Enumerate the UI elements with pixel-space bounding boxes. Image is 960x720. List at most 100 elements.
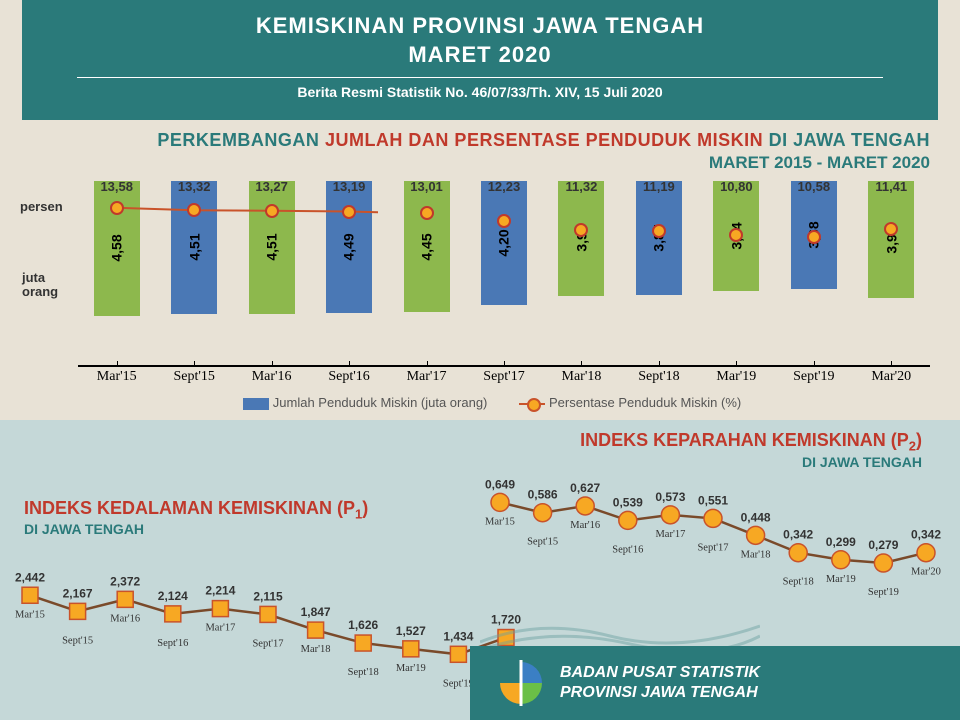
svg-text:Mar'15: Mar'15 xyxy=(485,516,515,527)
svg-text:1,434: 1,434 xyxy=(443,629,473,643)
xtick-label: Mar'20 xyxy=(853,365,930,385)
bar-group: 10,803,74 xyxy=(698,181,775,341)
svg-text:Mar'18: Mar'18 xyxy=(301,644,331,655)
bar-group: 13,014,45 xyxy=(388,181,465,341)
header-subtitle: Berita Resmi Statistik No. 46/07/33/Th. … xyxy=(22,84,938,100)
svg-text:0,551: 0,551 xyxy=(698,493,728,507)
pct-label: 11,19 xyxy=(643,179,675,194)
svg-text:Sept'19: Sept'19 xyxy=(868,587,899,598)
footer-text: BADAN PUSAT STATISTIKPROVINSI JAWA TENGA… xyxy=(560,663,760,703)
svg-text:0,448: 0,448 xyxy=(741,510,771,524)
svg-text:Mar'19: Mar'19 xyxy=(826,574,856,585)
p2-chart: 0,649Mar'150,586Sept'150,627Mar'160,539S… xyxy=(478,476,948,606)
combo-chart: persen juta orang 13,584,5813,324,5113,2… xyxy=(22,181,938,361)
svg-text:2,214: 2,214 xyxy=(205,584,235,598)
xtick-label: Mar'18 xyxy=(543,365,620,385)
xtick-label: Sept'19 xyxy=(775,365,852,385)
pct-label: 10,80 xyxy=(720,179,753,194)
svg-text:Mar'19: Mar'19 xyxy=(396,663,426,674)
svg-text:1,720: 1,720 xyxy=(491,613,521,627)
xtick-label: Mar'15 xyxy=(78,365,155,385)
bar: 4,20 xyxy=(481,181,527,305)
svg-text:Mar'15: Mar'15 xyxy=(15,609,45,620)
pct-label: 10,58 xyxy=(798,179,831,194)
pct-label: 13,01 xyxy=(410,179,443,194)
svg-text:0,342: 0,342 xyxy=(783,528,813,542)
pct-label: 13,32 xyxy=(178,179,211,194)
bar-group: 12,234,20 xyxy=(465,181,542,341)
bar-group: 13,324,51 xyxy=(155,181,232,341)
xtick-label: Sept'17 xyxy=(465,365,542,385)
svg-text:Mar'17: Mar'17 xyxy=(205,623,235,634)
bar: 3,90 xyxy=(558,181,604,296)
line-marker xyxy=(265,204,279,218)
chart1-title: PERKEMBANGAN JUMLAH DAN PERSENTASE PENDU… xyxy=(0,120,960,153)
bar-group: 10,583,68 xyxy=(775,181,852,341)
bar: 4,51 xyxy=(249,181,295,314)
yaxis-top-label: persen xyxy=(20,199,63,214)
svg-text:2,442: 2,442 xyxy=(15,570,45,584)
svg-text:0,586: 0,586 xyxy=(528,488,558,502)
bar-group: 11,193,87 xyxy=(620,181,697,341)
svg-text:0,299: 0,299 xyxy=(826,535,856,549)
svg-text:Sept'18: Sept'18 xyxy=(783,577,814,588)
xaxis: Mar'15Sept'15Mar'16Sept'16Mar'17Sept'17M… xyxy=(78,365,930,385)
line-marker xyxy=(110,201,124,215)
bar: 4,51 xyxy=(171,181,217,314)
yaxis-bot-label: juta orang xyxy=(22,271,70,300)
svg-text:0,573: 0,573 xyxy=(655,490,685,504)
bar-group: 11,323,90 xyxy=(543,181,620,341)
svg-text:Sept'18: Sept'18 xyxy=(348,667,379,678)
line-marker xyxy=(652,224,666,238)
svg-text:Mar'17: Mar'17 xyxy=(655,529,685,540)
svg-text:2,372: 2,372 xyxy=(110,574,140,588)
svg-text:0,342: 0,342 xyxy=(911,528,941,542)
page-title: KEMISKINAN PROVINSI JAWA TENGAH MARET 20… xyxy=(22,12,938,69)
bar-group: 13,274,51 xyxy=(233,181,310,341)
line-marker xyxy=(342,205,356,219)
lower-panel: INDEKS KEPARAHAN KEMISKINAN (P2) DI JAWA… xyxy=(0,420,960,720)
pct-label: 11,32 xyxy=(566,179,598,194)
bar-group: 13,194,49 xyxy=(310,181,387,341)
bps-logo-icon xyxy=(496,658,546,708)
chart1-range: MARET 2015 - MARET 2020 xyxy=(0,153,960,177)
svg-text:0,279: 0,279 xyxy=(868,538,898,552)
svg-text:Mar'18: Mar'18 xyxy=(741,549,771,560)
p2-title: INDEKS KEPARAHAN KEMISKINAN (P2) xyxy=(18,430,922,454)
bars-container: 13,584,5813,324,5113,274,5113,194,4913,0… xyxy=(78,181,930,341)
chart1-legend: Jumlah Penduduk Miskin (juta orang) Pers… xyxy=(0,395,960,410)
svg-text:Sept'15: Sept'15 xyxy=(527,537,558,548)
xtick-label: Sept'18 xyxy=(620,365,697,385)
svg-text:1,626: 1,626 xyxy=(348,618,378,632)
xtick-label: Mar'16 xyxy=(233,365,310,385)
svg-text:0,539: 0,539 xyxy=(613,495,643,509)
bar: 4,45 xyxy=(404,181,450,312)
svg-text:Mar'16: Mar'16 xyxy=(570,520,600,531)
xtick-label: Sept'15 xyxy=(155,365,232,385)
legend-bar-swatch xyxy=(243,398,269,410)
pct-label: 11,41 xyxy=(875,179,907,194)
pct-label: 13,27 xyxy=(255,179,288,194)
legend-line-swatch xyxy=(519,403,545,405)
svg-text:2,167: 2,167 xyxy=(63,586,93,600)
svg-text:Sept'15: Sept'15 xyxy=(62,635,93,646)
header-banner: KEMISKINAN PROVINSI JAWA TENGAH MARET 20… xyxy=(22,0,938,120)
svg-text:Mar'20: Mar'20 xyxy=(911,567,941,578)
line-marker xyxy=(497,214,511,228)
line-marker xyxy=(807,230,821,244)
svg-text:Sept'16: Sept'16 xyxy=(612,544,643,555)
xtick-label: Mar'17 xyxy=(388,365,465,385)
p1-chart: 2,442Mar'152,167Sept'152,372Mar'162,124S… xyxy=(8,568,528,698)
bar: 3,98 xyxy=(868,181,914,298)
svg-text:2,115: 2,115 xyxy=(253,589,283,603)
pct-label: 13,19 xyxy=(333,179,366,194)
xtick-label: Sept'16 xyxy=(310,365,387,385)
svg-text:Sept'16: Sept'16 xyxy=(157,638,188,649)
bar-group: 11,413,98 xyxy=(853,181,930,341)
svg-text:Sept'17: Sept'17 xyxy=(697,542,728,553)
pct-label: 12,23 xyxy=(488,179,521,194)
footer: BADAN PUSAT STATISTIKPROVINSI JAWA TENGA… xyxy=(470,646,960,720)
pct-label: 13,58 xyxy=(100,179,133,194)
xtick-label: Mar'19 xyxy=(698,365,775,385)
svg-text:0,627: 0,627 xyxy=(570,481,600,495)
